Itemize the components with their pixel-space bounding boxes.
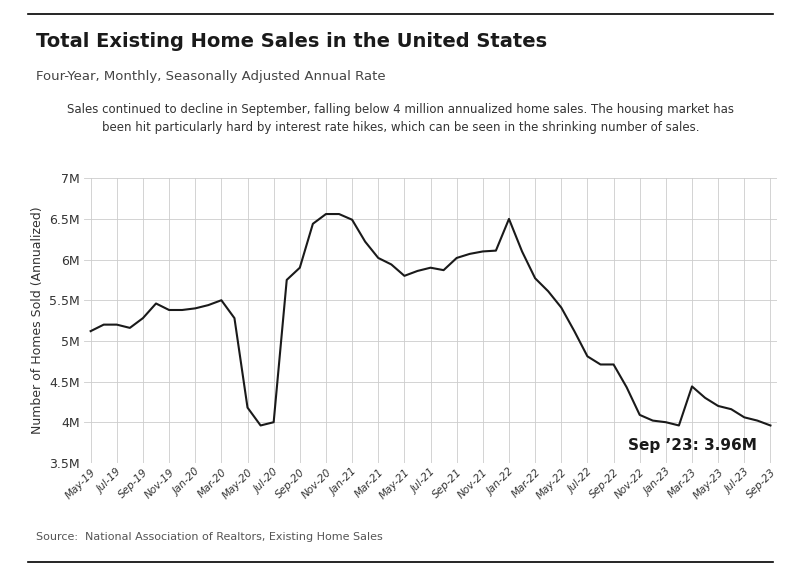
Text: Four-Year, Monthly, Seasonally Adjusted Annual Rate: Four-Year, Monthly, Seasonally Adjusted … (36, 70, 385, 83)
Y-axis label: Number of Homes Sold (Annualized): Number of Homes Sold (Annualized) (30, 207, 43, 434)
Text: Total Existing Home Sales in the United States: Total Existing Home Sales in the United … (36, 32, 547, 51)
Text: Sep ’23: 3.96M: Sep ’23: 3.96M (629, 438, 758, 453)
Text: Sales continued to decline in September, falling below 4 million annualized home: Sales continued to decline in September,… (67, 104, 734, 117)
Text: been hit particularly hard by interest rate hikes, which can be seen in the shri: been hit particularly hard by interest r… (102, 121, 699, 134)
Text: Source:  National Association of Realtors, Existing Home Sales: Source: National Association of Realtors… (36, 532, 383, 542)
